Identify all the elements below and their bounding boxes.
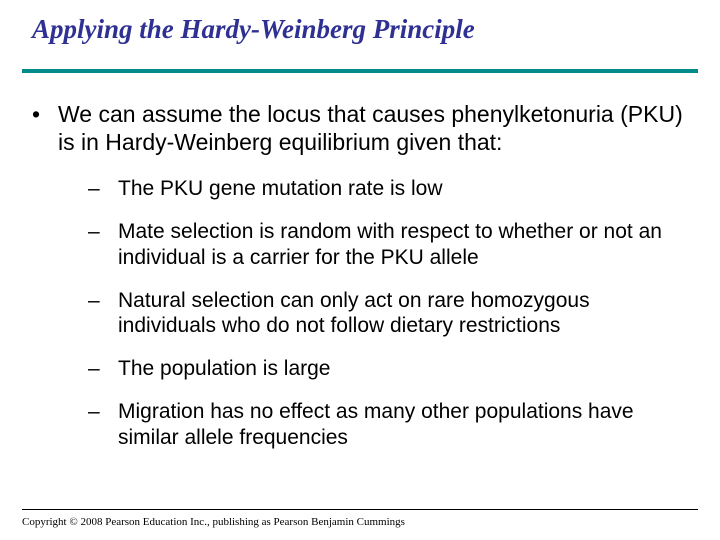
dash-marker: –: [88, 356, 118, 381]
list-item: – Mate selection is random with respect …: [88, 219, 692, 269]
dash-marker: –: [88, 219, 118, 269]
list-item: – Migration has no effect as many other …: [88, 399, 692, 449]
sub-bullet-text: Migration has no effect as many other po…: [118, 399, 692, 449]
main-bullet-text: We can assume the locus that causes phen…: [58, 101, 692, 156]
dash-marker: –: [88, 399, 118, 449]
sub-bullet-text: Mate selection is random with respect to…: [118, 219, 692, 269]
list-item: – Natural selection can only act on rare…: [88, 288, 692, 338]
sub-bullet-text: The population is large: [118, 356, 692, 381]
footer-rule: [22, 509, 698, 510]
list-item: – The population is large: [88, 356, 692, 381]
horizontal-rule: [22, 69, 698, 73]
bullet-marker: •: [32, 101, 58, 156]
slide: Applying the Hardy-Weinberg Principle • …: [0, 0, 720, 540]
list-item: – The PKU gene mutation rate is low: [88, 176, 692, 201]
dash-marker: –: [88, 176, 118, 201]
sub-bullet-list: – The PKU gene mutation rate is low – Ma…: [28, 176, 692, 450]
sub-bullet-text: Natural selection can only act on rare h…: [118, 288, 692, 338]
dash-marker: –: [88, 288, 118, 338]
sub-bullet-text: The PKU gene mutation rate is low: [118, 176, 692, 201]
main-bullet: • We can assume the locus that causes ph…: [28, 101, 692, 156]
slide-title: Applying the Hardy-Weinberg Principle: [28, 14, 692, 45]
copyright-footer: Copyright © 2008 Pearson Education Inc.,…: [22, 516, 405, 528]
